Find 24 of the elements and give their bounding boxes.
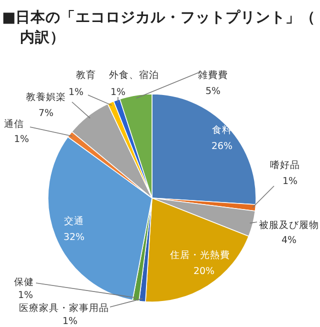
- slice-label: 嗜好品: [270, 159, 300, 171]
- data-label: 7%: [38, 108, 54, 119]
- chart-title: ■日本の「エコロジカル・フットプリント」（内訳）: [2, 9, 316, 46]
- data-label: 5%: [205, 86, 221, 97]
- data-label: 1%: [282, 176, 298, 187]
- slice-label: 雑費費: [198, 69, 228, 81]
- data-label: 1%: [68, 87, 84, 98]
- data-label: 1%: [110, 87, 126, 98]
- data-label: 4%: [281, 235, 297, 246]
- slice-label: 交通: [64, 215, 84, 227]
- slice-label: 通信: [4, 118, 24, 130]
- slice-label: 外食、宿泊: [109, 69, 159, 81]
- data-label: 1%: [14, 134, 30, 145]
- data-label: 20%: [193, 266, 215, 277]
- data-label: 1%: [18, 290, 34, 301]
- slice-label: 住居・光熱費: [170, 249, 230, 261]
- slice-label: 教養娯楽: [26, 91, 66, 103]
- slice-label: 保健: [14, 277, 34, 288]
- data-label: 32%: [63, 232, 85, 243]
- slice-label: 医療家具・家事用品: [19, 302, 109, 314]
- data-label: 1%: [62, 316, 78, 327]
- slice-label: 教育: [76, 69, 96, 81]
- slice-label: 被服及び履物: [259, 219, 319, 231]
- data-label: 26%: [211, 141, 233, 152]
